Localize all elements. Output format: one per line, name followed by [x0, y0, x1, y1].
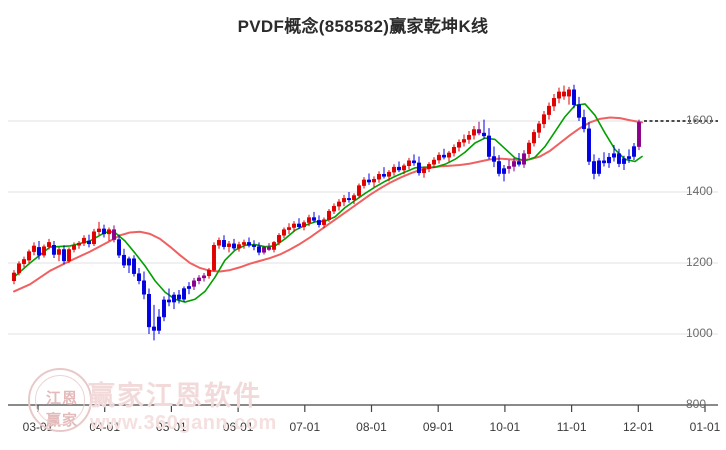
candles-group: [12, 84, 641, 341]
page-title: PVDF概念(858582)赢家乾坤K线: [237, 17, 489, 36]
x-axis-label: 10-01: [489, 420, 521, 434]
x-axis-label: 09-01: [422, 420, 454, 434]
x-axis-label: 07-01: [289, 420, 321, 434]
x-axis-label: 05-01: [156, 420, 187, 434]
x-axis-label: 04-01: [89, 420, 121, 434]
x-axis-ticks: [37, 405, 706, 412]
ma-short-line: [13, 103, 643, 303]
gridlines: [8, 120, 718, 335]
y-axis-label: 1200: [686, 255, 713, 269]
y-axis-label: 800: [686, 397, 707, 411]
y-axis-label: 1400: [686, 184, 713, 198]
x-axis-label: 01-01: [689, 420, 721, 434]
ma-long-line: [13, 116, 643, 293]
x-axis-label: 06-01: [222, 420, 254, 434]
y-axis-label: 1600: [686, 113, 713, 127]
y-axis-label: 1000: [686, 326, 713, 340]
x-axis-label: 11-01: [556, 420, 587, 434]
x-axis-label: 03-01: [22, 420, 54, 434]
x-axis-label: 12-01: [622, 420, 654, 434]
x-axis-label: 08-01: [356, 420, 387, 434]
